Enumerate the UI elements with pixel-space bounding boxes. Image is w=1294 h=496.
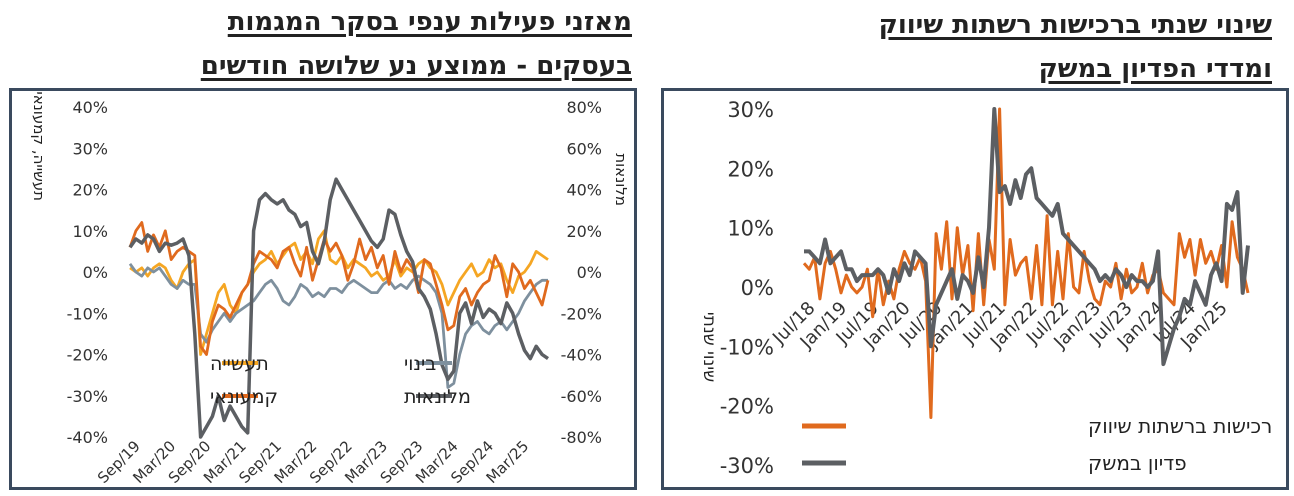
right-series-line-1 xyxy=(804,107,1250,367)
left-chart-panel: 40% 30% 20% 10% 0% -10% -20% -30% -40% 80% 60% 40%… xyxy=(9,56,637,490)
left-chart-svg: 40% 30% 20% 10% 0% -10% -20% -30% -40% 80% 60% 40%… xyxy=(30,56,630,487)
right-y-tick-label: 0% xyxy=(741,276,774,300)
left-y-tick-label: -10% xyxy=(67,304,108,323)
left-y2-tick-label: -80% xyxy=(561,428,602,447)
left-y-tick-label: -20% xyxy=(67,346,108,365)
right-y-tick-label: -20% xyxy=(720,395,774,419)
left-series-line-3 xyxy=(128,177,549,439)
left-legend-label: תעשייה xyxy=(210,353,269,375)
left-legend-label: בינוי xyxy=(404,353,436,375)
left-y2-tick-label: 40% xyxy=(566,181,602,200)
left-title-line-2: בעסקים - ממוצע נע שלושה חודשים xyxy=(200,51,632,81)
left-series-line-2 xyxy=(128,221,550,356)
right-title-line-1: שינוי שנתי ברכישות רשתות שיווק xyxy=(878,10,1272,40)
right-y-tick-label: 20% xyxy=(727,157,774,181)
left-y-tick-label: 40% xyxy=(72,98,108,117)
right-legend-label: פדיון במשק xyxy=(1088,451,1187,475)
left-y-tick-label: 20% xyxy=(72,181,108,200)
left-y2-tick-label: -40% xyxy=(561,346,602,365)
left-y-tick-label: 0% xyxy=(83,263,108,282)
left-y2-tick-label: 0% xyxy=(577,263,602,282)
left-y-tick-label: 30% xyxy=(72,139,108,158)
right-chart-title: שינוי שנתי ברכישות רשתות שיווק ומדדי הפד… xyxy=(660,3,1272,91)
left-title-line-1: מאזני פעילות ענפי בסקר המגמות xyxy=(227,7,632,37)
right-y-tick-label: -30% xyxy=(720,454,774,478)
right-chart-svg: 30%20%10%0%-10%-20%-30% Jul/18Jan/19Jul/… xyxy=(699,98,1272,478)
left-y2-axis-label: מלונאות xyxy=(612,153,630,206)
right-y-tick-label: 30% xyxy=(727,98,774,122)
right-y-tick-label: 10% xyxy=(727,217,774,241)
right-series-line-0 xyxy=(802,107,1250,419)
left-legend-label: מלונאות xyxy=(404,386,471,408)
left-y-tick-label: 10% xyxy=(72,222,108,241)
right-title-line-2: ומדדי הפדיון במשק xyxy=(1038,54,1272,84)
left-y-tick-label: -30% xyxy=(67,387,108,406)
left-chart-title: מאזני פעילות ענפי בסקר המגמות בעסקים - מ… xyxy=(20,0,632,88)
left-y-tick-label: -40% xyxy=(67,428,108,447)
left-y2-tick-label: 20% xyxy=(566,222,602,241)
left-y2-tick-label: 80% xyxy=(566,98,602,117)
left-y2-tick-label: -60% xyxy=(561,387,602,406)
left-legend-label: קמעונאי xyxy=(210,386,278,408)
left-y-axis-label: תעשייה, קמעונאי, בינוי xyxy=(30,91,48,201)
right-legend-label: רכישות ברשתות שיווק xyxy=(1088,414,1272,438)
right-chart-panel: 30% 20% 10% 0% -10% -20% -30% Jul/18 Jan/19 Jul/… xyxy=(661,88,1289,490)
left-y2-tick-label: 60% xyxy=(566,139,602,158)
left-y2-tick-label: -20% xyxy=(561,304,602,323)
right-y-tick-label: -10% xyxy=(720,335,774,359)
right-y-axis-label: שינוי שנתי xyxy=(699,312,719,382)
